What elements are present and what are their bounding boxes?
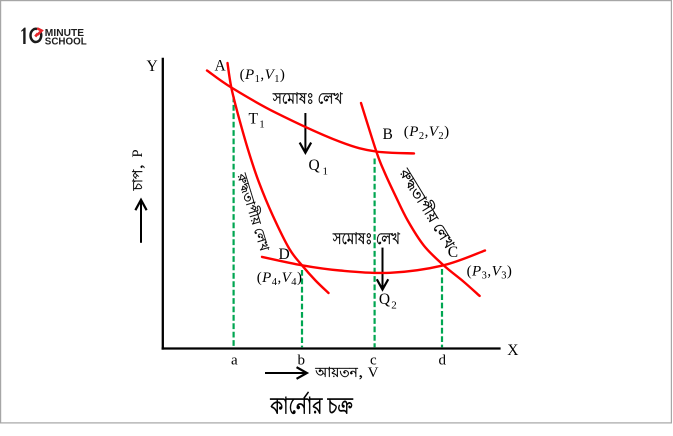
svg-text:MINUTE: MINUTE (45, 28, 85, 39)
svg-text:V: V (368, 365, 379, 381)
svg-text:C: C (448, 244, 458, 261)
svg-text:1: 1 (259, 118, 265, 130)
svg-text:B: B (383, 126, 393, 143)
svg-text:Y: Y (147, 58, 158, 75)
svg-text:T: T (249, 110, 259, 127)
svg-text:(P4,V4): (P4,V4) (257, 270, 303, 288)
svg-text:d: d (439, 353, 447, 369)
svg-text:2: 2 (391, 300, 397, 312)
svg-text:X: X (507, 342, 518, 359)
svg-text:D: D (279, 246, 290, 263)
svg-text:(P3,V3): (P3,V3) (467, 264, 513, 282)
svg-text:Q: Q (379, 291, 390, 308)
svg-text:SCHOOL: SCHOOL (45, 37, 87, 48)
svg-text:A: A (215, 58, 227, 75)
svg-text:c: c (370, 353, 377, 369)
svg-text:(P2,V2): (P2,V2) (404, 124, 450, 142)
svg-text:a: a (231, 353, 238, 369)
svg-text:Q: Q (309, 157, 320, 174)
svg-text:(P1,V1): (P1,V1) (240, 67, 286, 85)
svg-text:1: 1 (323, 166, 329, 178)
svg-text:P: P (130, 149, 146, 157)
svg-text:b: b (298, 353, 306, 369)
